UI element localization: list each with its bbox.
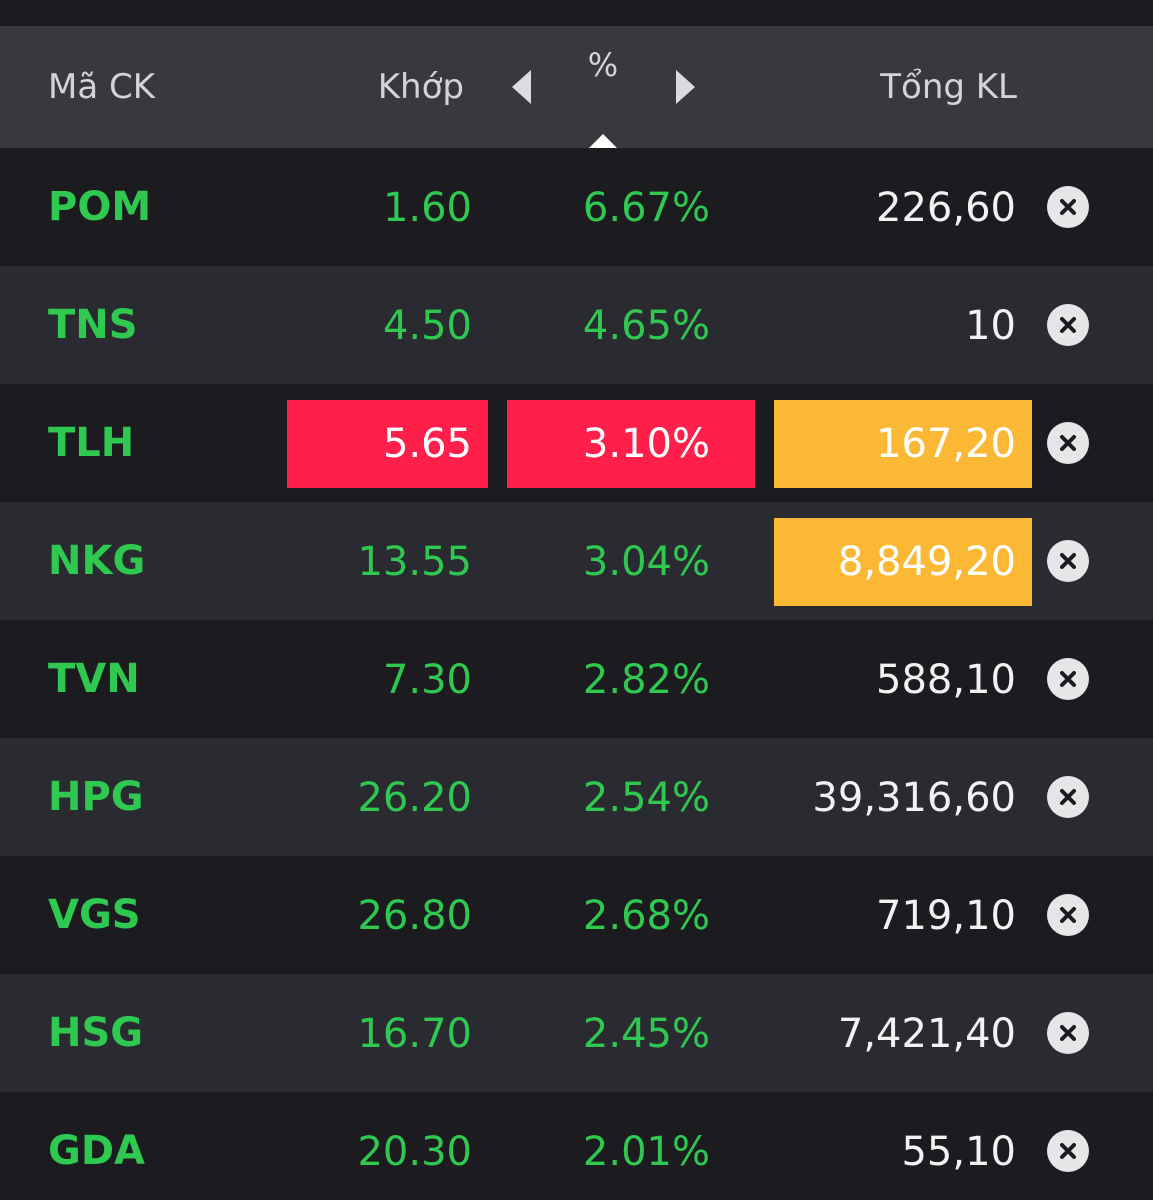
match-price: 26.80 xyxy=(357,893,472,939)
change-percent: 2.82% xyxy=(582,657,710,703)
match-price: 13.55 xyxy=(357,539,472,585)
match-price: 7.30 xyxy=(382,657,472,703)
remove-circle-x-icon[interactable] xyxy=(1047,540,1089,582)
change-percent: 2.45% xyxy=(582,1011,710,1057)
table-row[interactable]: HPG 26.20 2.54% 39,316,60 xyxy=(0,738,1153,856)
match-price: 26.20 xyxy=(357,775,472,821)
total-volume: 39,316,60 xyxy=(812,775,1016,821)
header-percent[interactable]: % xyxy=(587,46,619,84)
change-percent: 4.65% xyxy=(582,303,710,349)
remove-circle-x-icon[interactable] xyxy=(1047,1012,1089,1054)
table-row[interactable]: TVN 7.30 2.82% 588,10 xyxy=(0,620,1153,738)
stock-symbol[interactable]: HSG xyxy=(48,1010,144,1056)
total-volume: 167,20 xyxy=(774,400,1032,488)
header-price[interactable]: Khớp xyxy=(377,67,464,107)
table-row[interactable]: GDA 20.30 2.01% 55,10 xyxy=(0,1092,1153,1200)
total-volume: 10 xyxy=(965,303,1016,349)
match-price: 1.60 xyxy=(382,185,472,231)
stock-symbol[interactable]: VGS xyxy=(48,892,141,938)
total-volume: 55,10 xyxy=(901,1129,1016,1175)
match-price: 5.65 xyxy=(287,400,488,488)
remove-circle-x-icon[interactable] xyxy=(1047,304,1089,346)
watchlist-rows: POM 1.60 6.67% 226,60 TNS 4.50 4.65% 10 TLH 5.65 3… xyxy=(0,148,1153,1200)
top-status-strip xyxy=(0,0,1153,26)
match-price: 4.50 xyxy=(382,303,472,349)
stock-symbol[interactable]: POM xyxy=(48,184,152,230)
stock-symbol[interactable]: NKG xyxy=(48,538,146,584)
total-volume: 719,10 xyxy=(876,893,1016,939)
total-volume: 7,421,40 xyxy=(837,1011,1016,1057)
change-percent: 3.04% xyxy=(582,539,710,585)
remove-circle-x-icon[interactable] xyxy=(1047,776,1089,818)
change-percent: 2.54% xyxy=(582,775,710,821)
stock-symbol[interactable]: TNS xyxy=(48,302,138,348)
total-volume: 226,60 xyxy=(876,185,1016,231)
stock-symbol[interactable]: GDA xyxy=(48,1128,145,1174)
header-symbol[interactable]: Mã CK xyxy=(48,67,156,107)
table-row[interactable]: TNS 4.50 4.65% 10 xyxy=(0,266,1153,384)
remove-circle-x-icon[interactable] xyxy=(1047,1130,1089,1172)
change-percent: 3.10% xyxy=(507,400,755,488)
remove-circle-x-icon[interactable] xyxy=(1047,422,1089,464)
stock-symbol[interactable]: TVN xyxy=(48,656,140,702)
total-volume: 8,849,20 xyxy=(774,518,1032,606)
table-row[interactable]: POM 1.60 6.67% 226,60 xyxy=(0,148,1153,266)
stock-symbol[interactable]: HPG xyxy=(48,774,144,820)
table-row[interactable]: TLH 5.65 3.10% 167,20 xyxy=(0,384,1153,502)
match-price: 16.70 xyxy=(357,1011,472,1057)
change-percent: 2.01% xyxy=(582,1129,710,1175)
table-row[interactable]: VGS 26.80 2.68% 719,10 xyxy=(0,856,1153,974)
total-volume: 588,10 xyxy=(876,657,1016,703)
match-price: 20.30 xyxy=(357,1129,472,1175)
remove-circle-x-icon[interactable] xyxy=(1047,658,1089,700)
remove-circle-x-icon[interactable] xyxy=(1047,894,1089,936)
caret-right-icon[interactable] xyxy=(676,70,695,104)
table-row[interactable]: HSG 16.70 2.45% 7,421,40 xyxy=(0,974,1153,1092)
watchlist-header: Mã CK Khớp % Tổng KL xyxy=(0,26,1153,149)
caret-left-icon[interactable] xyxy=(512,70,531,104)
change-percent: 6.67% xyxy=(582,185,710,231)
table-row[interactable]: NKG 13.55 3.04% 8,849,20 xyxy=(0,502,1153,620)
header-total-volume[interactable]: Tổng KL xyxy=(880,67,1017,107)
stock-symbol[interactable]: TLH xyxy=(48,420,135,466)
sort-ascending-icon[interactable] xyxy=(588,134,618,149)
change-percent: 2.68% xyxy=(582,893,710,939)
remove-circle-x-icon[interactable] xyxy=(1047,186,1089,228)
